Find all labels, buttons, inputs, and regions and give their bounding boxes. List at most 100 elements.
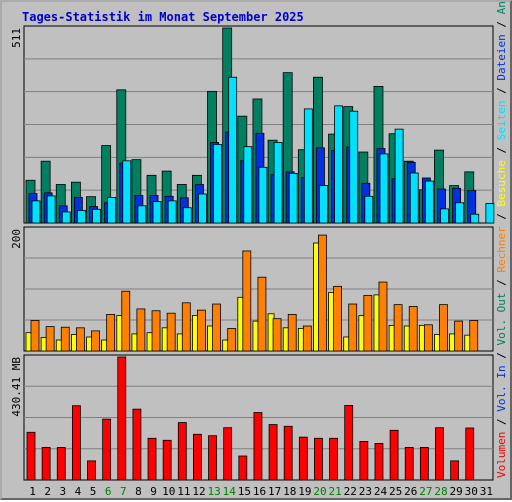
legend-item: Vol. Out [495,293,508,353]
x-tick-label: 6 [105,485,112,498]
bar-seiten-day-8 [137,205,147,224]
bar-rechner-day-11 [181,302,191,352]
legend-item: / [495,418,508,431]
legend-item: / [495,87,508,100]
bar-rechner-day-28 [439,304,448,352]
bar-seiten-day-27 [424,180,434,224]
bar-seiten-day-7 [122,160,132,224]
bar-volumen-day-24 [374,443,384,481]
bar-volumen-day-7 [117,356,127,481]
x-tick-label: 29 [450,485,463,498]
x-tick-label: 12 [192,485,205,498]
x-tick-label: 22 [344,485,357,498]
legend-item: Seiten [495,100,508,146]
legend-item: Dateien [495,34,508,87]
bar-rechner-day-18 [287,313,297,352]
bar-seiten-day-20 [319,185,328,224]
bar-rechner-day-19 [302,325,312,352]
x-tick-label: 10 [162,485,175,498]
bar-volumen-day-20 [314,437,323,481]
bar-seiten-day-25 [394,128,404,224]
legend-item: Anfragen [495,2,508,21]
x-tick-label: 25 [389,485,402,498]
x-tick-label: 20 [313,485,326,498]
bar-seiten-day-29 [455,202,465,224]
bar-seiten-day-21 [334,105,343,224]
bar-rechner-day-8 [136,308,146,352]
x-tick-label: 28 [434,485,447,498]
bar-rechner-day-30 [469,320,479,352]
bar-rechner-day-13 [212,303,221,352]
bar-seiten-day-10 [167,200,177,224]
bar-seiten-day-28 [440,208,449,224]
bar-rechner-day-20 [318,234,327,352]
x-tick-label: 27 [419,485,432,498]
visits-ymax-label: 200 [10,229,23,249]
bar-volumen-day-5 [87,460,96,481]
bar-volumen-day-27 [419,447,429,481]
bar-seiten-day-13 [213,143,222,224]
bar-volumen-day-2 [41,447,51,481]
bar-volumen-day-16 [253,412,263,481]
bar-rechner-day-3 [60,326,70,352]
bar-rechner-day-5 [91,330,100,352]
bar-rechner-day-22 [348,303,358,352]
bar-volumen-day-6 [102,418,112,481]
bar-volumen-day-12 [193,433,202,481]
chart-title: Tages-Statistik im Monat September 2025 [22,10,304,24]
chart-panels: 511 200 430.41 MB [10,25,495,481]
bar-rechner-day-25 [393,304,403,352]
legend-item: / [495,279,508,292]
x-tick-label: 15 [238,485,251,498]
x-tick-label: 26 [404,485,417,498]
visits-panel: 200 [10,226,494,352]
bar-rechner-day-16 [257,276,267,352]
bar-volumen-day-19 [298,436,308,481]
bar-seiten-day-26 [409,172,419,224]
bar-volumen-day-26 [404,447,414,481]
x-tick-label: 23 [359,485,372,498]
bar-volumen-day-11 [177,422,187,481]
x-tick-label: 18 [283,485,296,498]
bar-volumen-day-23 [359,441,369,481]
bar-seiten-day-6 [107,197,117,224]
bar-rechner-day-6 [106,313,116,352]
chart-legend: Volumen / Vol. In / Vol. Out / Rechner /… [495,2,508,478]
volume-panel: 430.41 MB [10,354,494,481]
bar-seiten-day-18 [288,172,298,224]
legend-item: Volumen [495,432,508,478]
x-tick-label: 30 [465,485,478,498]
bar-seiten-day-5 [92,208,101,224]
legend-item: Besuche [495,160,508,213]
x-tick-label: 13 [207,485,220,498]
x-tick-label: 2 [44,485,51,498]
bar-volumen-day-3 [56,447,66,481]
bar-volumen-day-29 [450,460,460,481]
hits-panel: 511 [10,25,495,224]
bar-seiten-day-12 [198,193,207,224]
volume-ymax-label: 430.41 MB [10,357,23,417]
legend-item: Vol. In [495,365,508,418]
bar-volumen-day-13 [208,435,217,481]
bar-seiten-day-9 [152,201,162,224]
bar-volumen-day-1 [26,431,36,481]
bar-volumen-day-28 [435,427,444,481]
hits-ymax-label: 511 [10,28,23,48]
bar-seiten-day-4 [76,210,86,224]
bar-seiten-day-19 [303,108,313,224]
bar-rechner-day-24 [378,281,388,352]
bar-seiten-day-15 [243,146,253,224]
legend-text: Volumen / Vol. In / Vol. Out / Rechner /… [495,2,508,478]
bar-seiten-day-14 [228,76,238,224]
bar-seiten-day-31 [485,203,495,224]
bar-volumen-day-14 [223,427,233,481]
x-tick-label: 11 [177,485,190,498]
bar-rechner-day-14 [227,328,237,352]
bar-volumen-day-10 [162,439,172,481]
x-tick-label: 14 [223,485,237,498]
bar-volumen-day-30 [465,427,475,481]
bar-seiten-day-30 [470,213,480,224]
x-axis-day-labels: 1 2 3 4 5 6 7 8 9 10 11 12 13 14 15 16 17 18 19 20 21 22 23 24 2… [29,485,493,498]
x-tick-label: 1 [29,485,36,498]
